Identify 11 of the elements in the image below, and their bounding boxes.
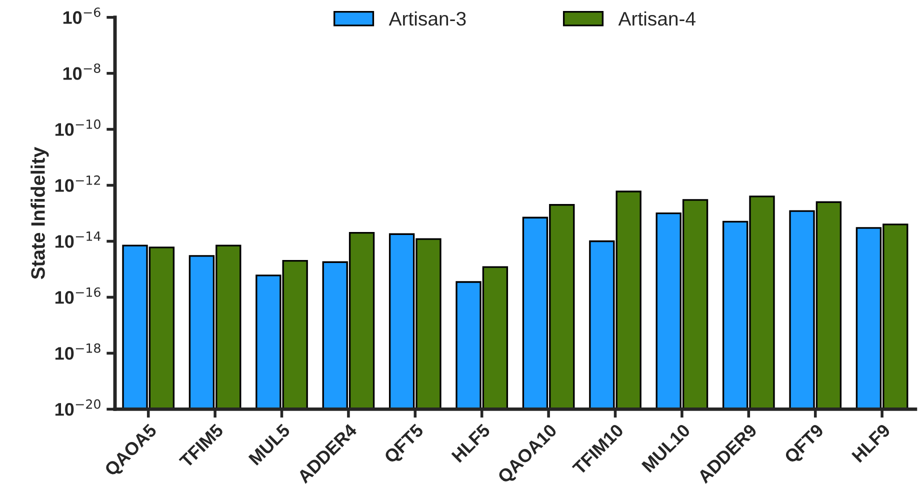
y-tick-label: 10$^{−6}$ [63, 7, 100, 24]
y-tick-label: 10$^{−18}$ [55, 343, 100, 360]
y-tick-label: 10$^{−10}$ [55, 119, 100, 136]
legend-label: Artisan-3 [388, 11, 466, 26]
y-tick-label: 10$^{−8}$ [63, 63, 100, 80]
y-tick-label: 10$^{−20}$ [55, 399, 100, 416]
y-tick-label: 10$^{−12}$ [55, 175, 100, 192]
y-tick-label: 10$^{−14}$ [55, 232, 101, 248]
y-axis-title: State Infidelity [30, 146, 49, 280]
y-tick-label: 10$^{−16}$ [55, 287, 100, 304]
legend-label: Artisan-4 [618, 11, 696, 26]
